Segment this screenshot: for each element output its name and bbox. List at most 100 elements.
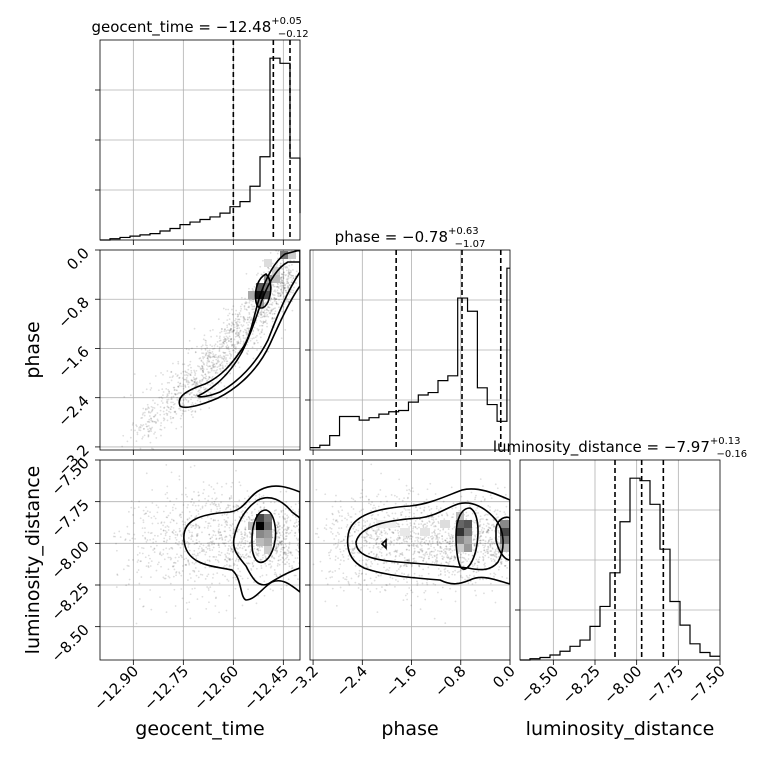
- sample-point-geocent-phase: [229, 357, 231, 360]
- sample-point-phase-distance: [479, 520, 481, 523]
- sample-point-geocent-phase: [260, 331, 263, 334]
- sample-point-phase-distance: [422, 559, 425, 562]
- sample-point-geocent-distance: [243, 497, 246, 500]
- sample-point-geocent-phase: [224, 351, 227, 354]
- sample-point-phase-distance: [365, 535, 368, 538]
- sample-point-geocent-distance: [164, 493, 167, 496]
- sample-point-geocent-phase: [202, 362, 205, 365]
- sample-point-phase-distance: [345, 548, 347, 550]
- sample-point-phase-distance: [417, 532, 420, 535]
- sample-point-geocent-distance: [276, 521, 279, 524]
- sample-point-phase-distance: [493, 525, 495, 527]
- sample-point-phase-distance: [452, 570, 454, 573]
- sample-point-geocent-phase: [230, 353, 232, 356]
- sample-point-phase-distance: [403, 563, 406, 566]
- sample-point-geocent-distance: [248, 531, 251, 534]
- sample-point-geocent-phase: [193, 394, 196, 397]
- sample-point-phase-distance: [434, 583, 437, 586]
- sample-point-geocent-distance: [282, 515, 284, 518]
- sample-point-geocent-distance: [244, 541, 247, 544]
- contours-geocent-distance: [183, 485, 300, 601]
- sample-point-phase-distance: [339, 563, 342, 566]
- sample-point-geocent-distance: [200, 547, 203, 550]
- sample-point-geocent-phase: [236, 343, 239, 345]
- sample-point-geocent-distance: [188, 517, 191, 520]
- sample-point-geocent-phase: [267, 266, 269, 269]
- sample-point-geocent-phase: [219, 356, 221, 359]
- sample-point-geocent-phase: [217, 318, 220, 321]
- sample-point-geocent-distance: [192, 540, 194, 543]
- sample-point-phase-distance: [473, 544, 476, 547]
- sample-point-geocent-phase: [213, 369, 215, 372]
- sample-point-phase-distance: [449, 587, 451, 590]
- sample-point-geocent-phase: [247, 327, 250, 330]
- sample-point-phase-distance: [375, 576, 378, 579]
- sample-point-phase-distance: [354, 581, 357, 584]
- sample-point-geocent-phase: [199, 382, 202, 385]
- sample-point-phase-distance: [437, 528, 440, 531]
- sample-point-geocent-phase: [188, 393, 191, 396]
- sample-point-geocent-phase: [217, 355, 220, 357]
- sample-point-geocent-distance: [251, 519, 254, 522]
- sample-point-geocent-phase: [251, 305, 254, 308]
- sample-point-phase-distance: [453, 573, 456, 576]
- sample-point-geocent-distance: [249, 536, 252, 539]
- sample-point-geocent-phase: [260, 314, 263, 316]
- sample-point-geocent-phase: [143, 411, 146, 414]
- sample-point-geocent-distance: [126, 525, 129, 528]
- sample-point-geocent-phase: [218, 360, 220, 363]
- sample-point-geocent-phase: [143, 427, 145, 430]
- sample-point-geocent-phase: [239, 310, 242, 312]
- sample-point-geocent-distance: [242, 536, 245, 539]
- sample-point-geocent-distance: [265, 574, 268, 576]
- sample-point-geocent-distance: [249, 556, 252, 559]
- sample-point-geocent-phase: [285, 282, 288, 285]
- sample-point-phase-distance: [405, 540, 408, 543]
- sample-point-geocent-distance: [243, 520, 246, 523]
- sample-point-geocent-phase: [243, 320, 246, 323]
- sample-point-geocent-phase: [215, 370, 217, 372]
- sample-point-geocent-phase: [209, 391, 212, 394]
- sample-point-geocent-phase: [204, 341, 207, 344]
- sample-point-phase-distance: [380, 534, 383, 537]
- sample-point-geocent-distance: [176, 560, 179, 562]
- sample-point-geocent-phase: [219, 335, 221, 338]
- sample-point-phase-distance: [397, 523, 400, 526]
- sample-point-phase-distance: [466, 560, 468, 562]
- sample-point-geocent-phase: [233, 345, 236, 347]
- sample-point-geocent-phase: [261, 324, 264, 327]
- sample-point-phase-distance: [430, 554, 433, 556]
- sample-point-geocent-phase: [142, 423, 145, 426]
- sample-point-phase-distance: [394, 502, 397, 505]
- sample-point-geocent-distance: [194, 504, 197, 507]
- sample-point-phase-distance: [449, 542, 452, 545]
- sample-point-phase-distance: [432, 536, 435, 539]
- sample-point-phase-distance: [360, 509, 363, 512]
- sample-point-phase-distance: [505, 577, 508, 580]
- sample-point-phase-distance: [482, 578, 484, 581]
- sample-point-phase-distance: [424, 543, 427, 545]
- sample-point-geocent-distance: [218, 550, 221, 553]
- sample-point-geocent-distance: [136, 571, 139, 574]
- sample-point-geocent-distance: [153, 551, 156, 554]
- sample-point-geocent-distance: [224, 525, 226, 528]
- sample-point-phase-distance: [339, 500, 342, 502]
- sample-point-geocent-phase: [280, 290, 283, 292]
- sample-point-geocent-phase: [184, 385, 187, 388]
- sample-point-phase-distance: [434, 532, 436, 535]
- sample-point-phase-distance: [338, 511, 340, 514]
- sample-point-geocent-distance: [228, 594, 231, 597]
- sample-point-geocent-distance: [249, 532, 252, 535]
- sample-point-phase-distance: [492, 558, 495, 561]
- sample-point-phase-distance: [493, 519, 496, 522]
- sample-point-geocent-distance: [182, 543, 184, 546]
- sample-point-geocent-distance: [169, 558, 172, 561]
- sample-point-geocent-distance: [228, 526, 231, 529]
- contour-level-phase-distance-3: [495, 516, 510, 561]
- sample-point-phase-distance: [376, 611, 379, 613]
- sample-point-geocent-phase: [201, 355, 204, 358]
- sample-point-geocent-distance: [285, 531, 287, 534]
- density-cell-geocent-distance: [264, 538, 272, 546]
- sample-point-geocent-phase: [183, 404, 185, 407]
- sample-point-geocent-phase: [278, 298, 280, 301]
